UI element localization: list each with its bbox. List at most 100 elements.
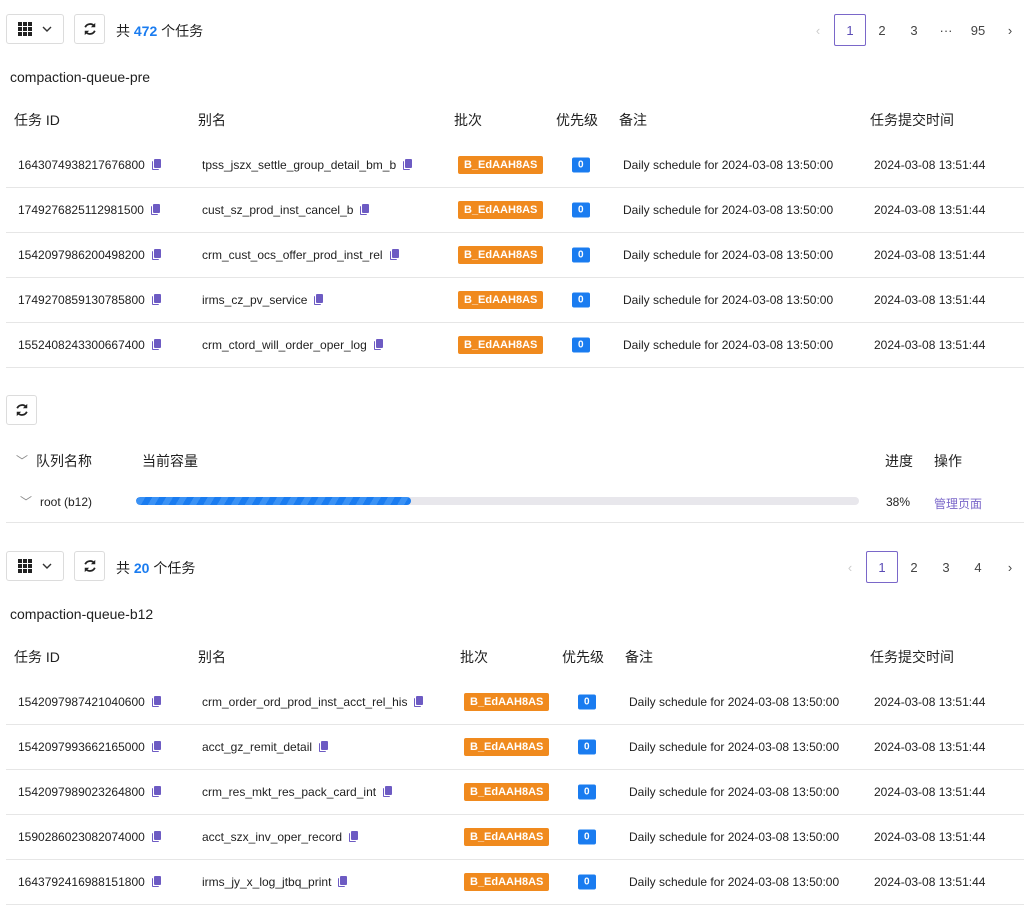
expand-row-icon[interactable]: ﹀: [20, 495, 33, 509]
copy-icon[interactable]: [314, 294, 324, 305]
task-alias: cust_sz_prod_inst_cancel_b: [202, 203, 354, 217]
page-button[interactable]: 2: [878, 22, 886, 38]
refresh-icon: [83, 559, 96, 573]
table-row: 1643074938217676800 tpss_jszx_settle_gro…: [6, 143, 1024, 188]
task-id: 1542097987421040600: [18, 695, 145, 709]
batch-badge: B_EdAAH8AS: [458, 246, 544, 264]
batch-badge: B_EdAAH8AS: [458, 291, 544, 309]
task-table: 任务 ID 别名 批次 优先级 备注 任务提交时间 1643074938217676800…: [6, 97, 1024, 368]
submit-time: 2024-03-08 13:51:44: [874, 875, 986, 889]
column-header: 任务提交时间: [870, 112, 954, 128]
table-row: 1542097986200498200 crm_cust_ocs_offer_p…: [6, 233, 1024, 278]
column-settings-dropdown[interactable]: [6, 551, 64, 581]
refresh-button[interactable]: [74, 14, 105, 44]
copy-icon[interactable]: [389, 249, 399, 260]
copy-icon[interactable]: [151, 831, 161, 842]
expand-all-icon[interactable]: ﹀: [16, 454, 29, 468]
copy-icon[interactable]: [151, 294, 161, 305]
column-header: 优先级: [562, 649, 604, 665]
grid-icon: [18, 559, 32, 573]
column-header: 备注: [619, 112, 647, 128]
task-note: Daily schedule for 2024-03-08 13:50:00: [623, 158, 834, 172]
refresh-icon: [15, 403, 28, 417]
task-note: Daily schedule for 2024-03-08 13:50:00: [623, 248, 834, 262]
submit-time: 2024-03-08 13:51:44: [874, 695, 986, 709]
batch-badge: B_EdAAH8AS: [464, 828, 550, 846]
task-id: 1749270859130785800: [18, 293, 145, 307]
column-header: 别名: [198, 649, 226, 665]
page-button[interactable]: 2: [910, 559, 918, 575]
task-id: 1542097986200498200: [18, 248, 145, 262]
task-table: 任务 ID 别名 批次 优先级 备注 任务提交时间 1542097987421040600…: [6, 634, 1024, 905]
task-alias: irms_cz_pv_service: [202, 293, 308, 307]
column-header: 别名: [198, 112, 226, 128]
copy-icon[interactable]: [360, 204, 370, 215]
task-id: 1542097993662165000: [18, 740, 145, 754]
copy-icon[interactable]: [151, 786, 161, 797]
manage-page-link[interactable]: 管理页面: [934, 497, 983, 511]
chevron-down-icon: [42, 26, 52, 32]
task-alias: acct_gz_remit_detail: [202, 740, 313, 754]
copy-icon[interactable]: [373, 339, 383, 350]
table-row: 1542097989023264800 crm_res_mkt_res_pack…: [6, 770, 1024, 815]
submit-time: 2024-03-08 13:51:44: [874, 158, 986, 172]
queue-title: compaction-queue-b12: [10, 606, 154, 622]
capacity-progress-bar: [136, 497, 859, 505]
batch-badge: B_EdAAH8AS: [458, 201, 544, 219]
priority-badge: 0: [572, 157, 590, 173]
task-note: Daily schedule for 2024-03-08 13:50:00: [623, 338, 834, 352]
copy-icon[interactable]: [151, 249, 161, 260]
copy-icon[interactable]: [338, 876, 348, 887]
page-button[interactable]: 3: [910, 22, 918, 38]
priority-badge: 0: [578, 694, 596, 710]
copy-icon[interactable]: [151, 159, 161, 170]
copy-icon[interactable]: [383, 786, 393, 797]
copy-icon[interactable]: [151, 876, 161, 887]
batch-badge: B_EdAAH8AS: [464, 873, 550, 891]
task-alias: crm_res_mkt_res_pack_card_int: [202, 785, 377, 799]
table-row: 1552408243300667400 crm_ctord_will_order…: [6, 323, 1024, 368]
copy-icon[interactable]: [151, 741, 161, 752]
table-row: 1542097987421040600 crm_order_ord_prod_i…: [6, 680, 1024, 725]
copy-icon[interactable]: [150, 204, 160, 215]
copy-icon[interactable]: [319, 741, 329, 752]
column-header: 批次: [460, 649, 488, 665]
page-button[interactable]: 1: [866, 551, 898, 583]
column-header: 任务 ID: [14, 112, 60, 128]
copy-icon[interactable]: [403, 159, 413, 170]
column-settings-dropdown[interactable]: [6, 14, 64, 44]
queue-refresh-button[interactable]: [6, 395, 37, 425]
page-button[interactable]: 4: [974, 559, 982, 575]
column-header: 批次: [454, 112, 482, 128]
task-alias: crm_cust_ocs_offer_prod_inst_rel: [202, 248, 383, 262]
column-header: 备注: [625, 649, 653, 665]
next-page-button[interactable]: ›: [1007, 559, 1013, 575]
batch-badge: B_EdAAH8AS: [458, 336, 544, 354]
page-button[interactable]: 95: [970, 22, 986, 38]
prev-page-button[interactable]: ‹: [815, 22, 821, 38]
priority-badge: 0: [572, 247, 590, 263]
column-header: 任务提交时间: [870, 649, 954, 665]
task-note: Daily schedule for 2024-03-08 13:50:00: [629, 785, 840, 799]
copy-icon[interactable]: [414, 696, 424, 707]
page-button[interactable]: 1: [834, 14, 866, 46]
copy-icon[interactable]: [151, 696, 161, 707]
refresh-button[interactable]: [74, 551, 105, 581]
copy-icon[interactable]: [151, 339, 161, 350]
next-page-button[interactable]: ›: [1007, 22, 1013, 38]
page-button[interactable]: 3: [942, 559, 950, 575]
task-id: 1749276825112981500: [18, 203, 144, 217]
table-row: 1590286023082074000 acct_szx_inv_oper_re…: [6, 815, 1024, 860]
divider: [6, 522, 1024, 523]
copy-icon[interactable]: [349, 831, 359, 842]
submit-time: 2024-03-08 13:51:44: [874, 740, 986, 754]
pagination: ‹ 1 2 3 ··· 95 ›: [802, 14, 1026, 46]
page-button[interactable]: ···: [939, 22, 953, 38]
progress-fill: [136, 497, 411, 505]
batch-badge: B_EdAAH8AS: [458, 156, 544, 174]
task-alias: tpss_jszx_settle_group_detail_bm_b: [202, 158, 397, 172]
task-alias: acct_szx_inv_oper_record: [202, 830, 343, 844]
prev-page-button[interactable]: ‹: [847, 559, 853, 575]
submit-time: 2024-03-08 13:51:44: [874, 785, 986, 799]
